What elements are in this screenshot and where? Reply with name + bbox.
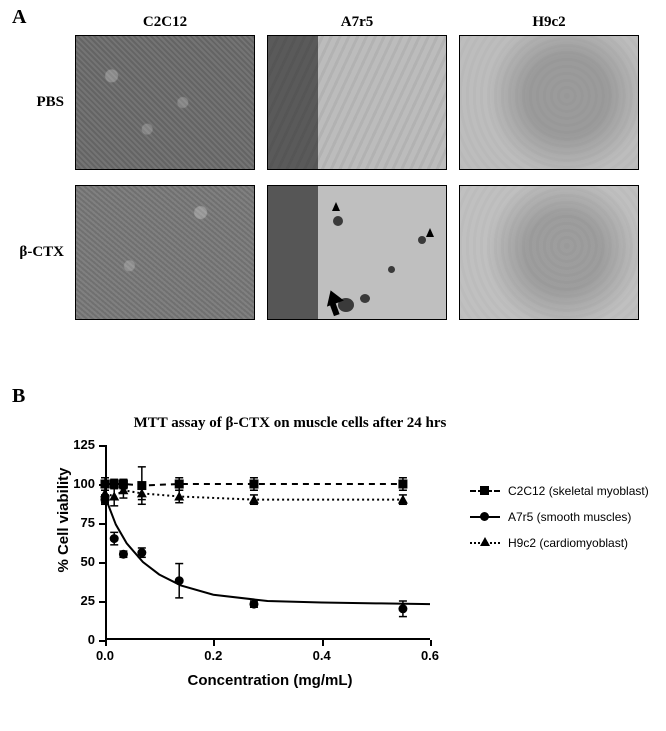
- panel-b-letter: B: [12, 385, 25, 408]
- micrograph-h9c2-bctx: [459, 185, 639, 320]
- micrograph-h9c2-pbs: [459, 35, 639, 170]
- col-header-h9c2: H9c2: [459, 14, 639, 31]
- col-header-a7r5: A7r5: [267, 14, 447, 31]
- arrow-icon: [324, 290, 342, 304]
- chart-plot-area: [105, 445, 430, 640]
- row-label-bctx: β-CTX: [4, 244, 64, 261]
- micrograph-a7r5-pbs: [267, 35, 447, 170]
- legend-item-a7r5: A7r5 (smooth muscles): [470, 504, 649, 530]
- chart-title: MTT assay of β-CTX on muscle cells after…: [110, 415, 470, 432]
- arrow-icon: [332, 202, 340, 211]
- micrograph-c2c12-bctx: [75, 185, 255, 320]
- legend-item-c2c12: C2C12 (skeletal myoblast): [470, 478, 649, 504]
- legend-label: A7r5 (smooth muscles): [508, 510, 631, 524]
- micrograph-a7r5-bctx: [267, 185, 447, 320]
- legend-label: C2C12 (skeletal myoblast): [508, 484, 649, 498]
- arrow-icon: [426, 228, 434, 237]
- chart-legend: C2C12 (skeletal myoblast) A7r5 (smooth m…: [470, 478, 649, 556]
- col-header-c2c12: C2C12: [75, 14, 255, 31]
- legend-item-h9c2: H9c2 (cardiomyoblast): [470, 530, 649, 556]
- micrograph-c2c12-pbs: [75, 35, 255, 170]
- panel-a-letter: A: [12, 6, 26, 29]
- figure-root: A C2C12 A7r5 H9c2 PBS β-CTX B MTT assay …: [0, 0, 666, 731]
- legend-label: H9c2 (cardiomyoblast): [508, 536, 628, 550]
- chart-svg: [105, 445, 430, 640]
- x-axis-label: Concentration (mg/mL): [155, 672, 385, 689]
- row-label-pbs: PBS: [4, 94, 64, 111]
